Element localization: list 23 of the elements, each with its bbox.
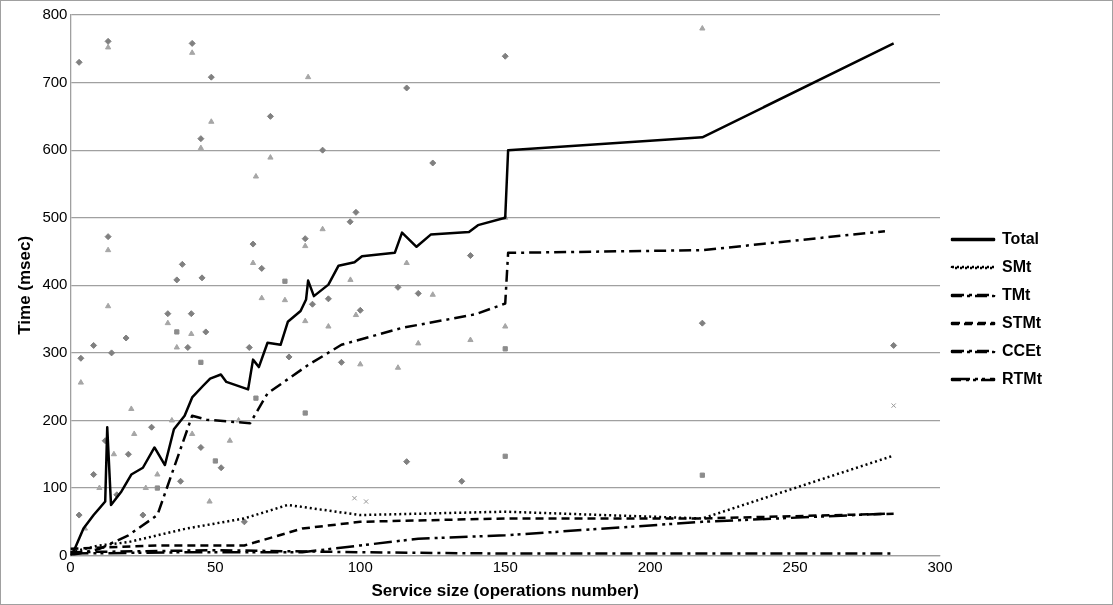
y-tick-label: 400 [42,275,68,293]
x-tick-label: 200 [637,557,663,575]
y-tick-label: 200 [42,410,68,428]
y-tick-label: 100 [42,478,68,496]
y-tick-label: 800 [42,5,68,23]
y-tick-label: 300 [42,343,68,361]
x-axis-title: Service size (operations number) [371,581,639,601]
y-tick-label: 700 [42,72,68,90]
y-tick-label: 0 [59,545,68,563]
y-tick-label: 600 [42,140,68,158]
legend-label: RTMt [1002,369,1043,387]
x-tick-label: 250 [782,557,808,575]
legend-label: SMt [1002,257,1033,275]
legend-label: Total [1002,229,1040,247]
x-tick-label: 150 [492,557,518,575]
legend-label: STMt [1002,313,1042,331]
y-tick-label: 500 [42,207,68,225]
legend-label: TMt [1002,285,1032,303]
x-tick-label: 100 [347,557,373,575]
legend-label: CCEt [1002,341,1042,359]
x-tick-label: 300 [927,557,953,575]
y-axis-title: Time (msec) [14,235,34,335]
x-tick-label: 50 [207,557,224,575]
